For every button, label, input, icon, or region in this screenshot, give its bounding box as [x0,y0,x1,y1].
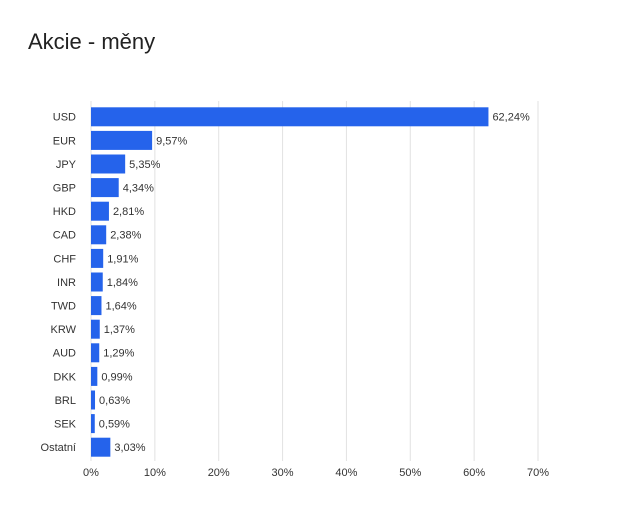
value-label: 5,35% [129,159,160,171]
y-tick-label: HKD [53,206,76,218]
bar [91,390,96,410]
value-label: 1,29% [103,348,134,360]
bar [91,225,107,245]
bar [91,414,95,434]
value-label: 3,03% [114,442,145,454]
chart-title: Akcie - měny [28,29,155,54]
x-tick-label: 70% [527,467,549,479]
bar [91,107,489,127]
value-label: 1,84% [107,277,138,289]
y-tick-label: Ostatní [41,442,76,454]
bar [91,248,104,268]
y-tick-label: BRL [55,395,76,407]
bar [91,130,153,150]
y-tick-label: CAD [53,230,76,242]
y-tick-label: KRW [51,324,77,336]
bar [91,437,111,457]
x-tick-label: 0% [83,467,99,479]
y-tick-label: AUD [53,348,76,360]
value-label: 4,34% [123,183,154,195]
y-tick-label: TWD [51,301,76,313]
x-tick-label: 10% [144,467,166,479]
bar [91,366,98,386]
value-label: 1,91% [107,253,138,265]
bar [91,178,119,198]
value-label: 9,57% [156,135,187,147]
y-tick-label: INR [57,277,76,289]
bar [91,272,103,292]
x-tick-label: 50% [399,467,421,479]
bar [91,201,109,221]
x-tick-label: 30% [272,467,294,479]
x-tick-label: 60% [463,467,485,479]
bar [91,296,102,316]
y-tick-label: USD [53,112,76,124]
x-tick-label: 40% [335,467,357,479]
value-label: 2,81% [113,206,144,218]
value-label: 0,99% [101,371,132,383]
y-tick-label: JPY [56,159,77,171]
value-label: 1,37% [104,324,135,336]
value-label: 1,64% [105,301,136,313]
bar [91,343,100,363]
value-label: 0,63% [99,395,130,407]
value-label: 0,59% [99,419,130,431]
y-tick-label: DKK [53,371,76,383]
y-tick-label: GBP [53,183,76,195]
bar [91,319,100,339]
value-label: 62,24% [492,112,530,124]
bar [91,154,126,174]
x-tick-label: 20% [208,467,230,479]
y-tick-label: CHF [53,253,76,265]
y-tick-label: SEK [54,419,77,431]
y-tick-label: EUR [53,135,76,147]
value-label: 2,38% [110,230,141,242]
